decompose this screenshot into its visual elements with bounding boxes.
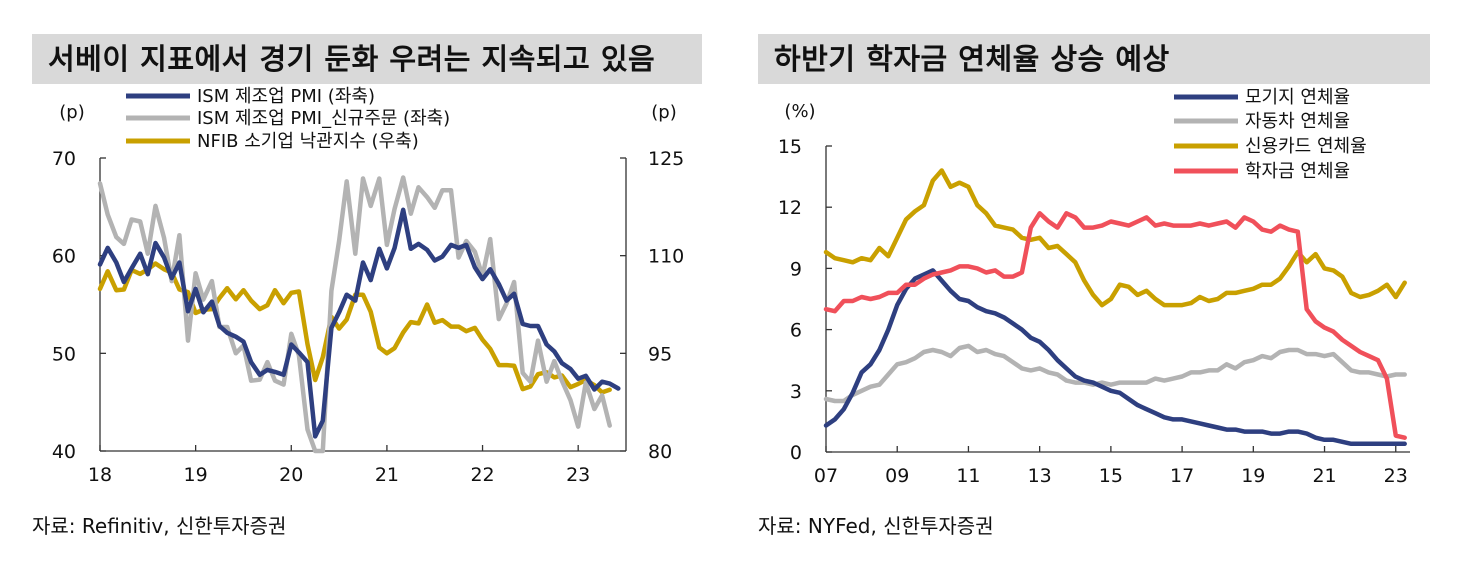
y-tick-label: 15 [778, 136, 802, 158]
x-tick-label: 21 [375, 464, 399, 486]
right-chart-panel: 하반기 학자금 연체율 상승 예상 0 3 6 9 12 15 07 09 11 13 15 17 19… [734, 0, 1462, 567]
x-tick-label: 17 [1170, 465, 1194, 487]
series-line-1 [97, 207, 621, 439]
y-tick-label: 0 [790, 442, 802, 464]
x-tick-label: 18 [88, 464, 112, 486]
x-tick-label: 11 [956, 465, 980, 487]
x-tick-label: 22 [470, 464, 494, 486]
legend-label-3: NFIB 소기업 낙관지수 (우축) [197, 131, 419, 152]
y-right-tick-label: 95 [648, 343, 672, 365]
legend-label-3: 신용카드 연체율 [1245, 136, 1367, 157]
x-tick-label: 23 [566, 464, 590, 486]
y-unit: (%) [784, 101, 815, 122]
x-tick-label: 21 [1312, 465, 1336, 487]
y-tick-label: 3 [790, 381, 802, 403]
legend-label-4: 학자금 연체율 [1245, 161, 1350, 182]
left-chart-panel: 서베이 지표에서 경기 둔화 우려는 지속되고 있음 40 50 60 70 80 95 1… [0, 0, 720, 567]
y-right-tick-label: 125 [648, 148, 684, 170]
series-line-3 [823, 168, 1407, 308]
series-line-2 [823, 343, 1407, 404]
series-line-2 [97, 175, 612, 454]
left-chart-source: 자료: Refinitiv, 신한투자증권 [32, 514, 287, 538]
x-tick-label: 23 [1384, 465, 1408, 487]
x-tick-label: 07 [814, 465, 838, 487]
legend-label-2: 자동차 연체율 [1245, 111, 1350, 132]
y-right-tick-label: 80 [648, 441, 672, 463]
legend-label-2: ISM 제조업 PMI_신규주문 (좌축) [197, 108, 450, 129]
y-left-tick-label: 40 [52, 441, 76, 463]
right-chart-source: 자료: NYFed, 신한투자증권 [758, 514, 994, 538]
legend-label-1: 모기지 연체율 [1245, 87, 1350, 108]
x-tick-label: 13 [1028, 465, 1052, 487]
x-tick-label: 20 [279, 464, 303, 486]
x-tick-label: 19 [1241, 465, 1265, 487]
y-left-unit: (p) [59, 102, 84, 123]
series-line-4 [823, 211, 1407, 440]
x-tick-label: 09 [885, 465, 909, 487]
y-tick-label: 12 [778, 197, 802, 219]
y-tick-label: 9 [790, 258, 802, 280]
legend-label-1: ISM 제조업 PMI (좌축) [197, 86, 375, 107]
series-line-1 [823, 268, 1407, 447]
left-chart-svg: 40 50 60 70 80 95 110 125 18 19 20 21 22 23 (p) (p) ISM … [52, 86, 684, 486]
left-chart-title: 서베이 지표에서 경기 둔화 우려는 지속되고 있음 [32, 34, 702, 84]
right-chart-svg: 0 3 6 9 12 15 07 09 11 13 15 17 19 21 23 (%) 모기지 연체율자동차 … [778, 87, 1410, 487]
x-tick-label: 15 [1099, 465, 1123, 487]
y-left-tick-label: 70 [52, 148, 76, 170]
y-tick-label: 6 [790, 320, 802, 342]
y-right-tick-label: 110 [648, 246, 684, 268]
right-chart-title: 하반기 학자금 연체율 상승 예상 [758, 34, 1430, 84]
x-tick-label: 19 [184, 464, 208, 486]
y-left-tick-label: 60 [52, 246, 76, 268]
y-right-unit: (p) [651, 102, 676, 123]
y-left-tick-label: 50 [52, 343, 76, 365]
